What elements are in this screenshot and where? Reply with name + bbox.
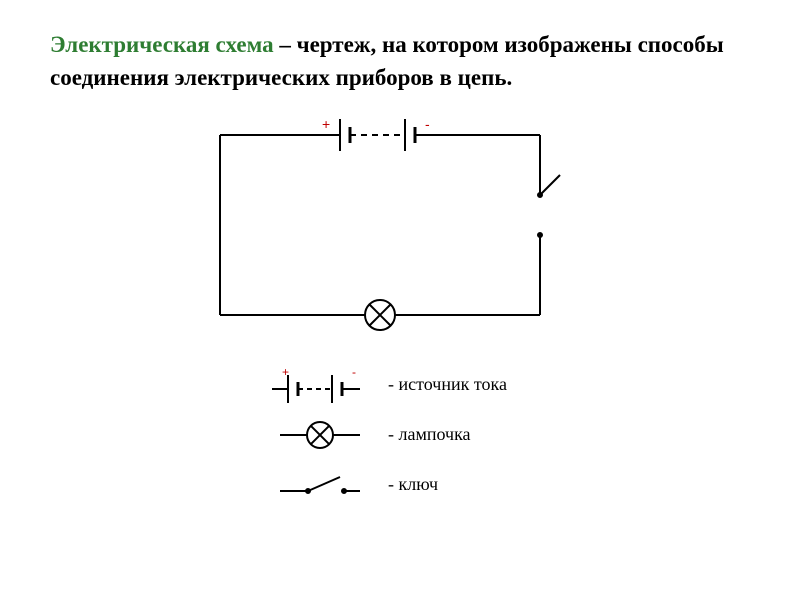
legend: +- - источник тока - лампочка - ключ bbox=[50, 365, 750, 505]
circuit-diagram: +- bbox=[50, 115, 750, 365]
legend-row-lamp: - лампочка bbox=[260, 415, 750, 455]
legend-symbol-lamp bbox=[260, 415, 380, 455]
term: Электрическая схема bbox=[50, 32, 274, 57]
legend-row-switch: - ключ bbox=[260, 465, 750, 505]
legend-row-source: +- - источник тока bbox=[260, 365, 750, 405]
svg-text:+: + bbox=[322, 116, 330, 132]
legend-label-switch: - ключ bbox=[388, 474, 438, 495]
legend-symbol-switch bbox=[260, 465, 380, 505]
svg-text:-: - bbox=[425, 116, 430, 132]
legend-label-source: - источник тока bbox=[388, 374, 507, 395]
svg-text:-: - bbox=[352, 365, 356, 379]
legend-label-lamp: - лампочка bbox=[388, 424, 471, 445]
definition-block: Электрическая схема – чертеж, на котором… bbox=[50, 28, 750, 95]
legend-symbol-source: +- bbox=[260, 365, 380, 405]
